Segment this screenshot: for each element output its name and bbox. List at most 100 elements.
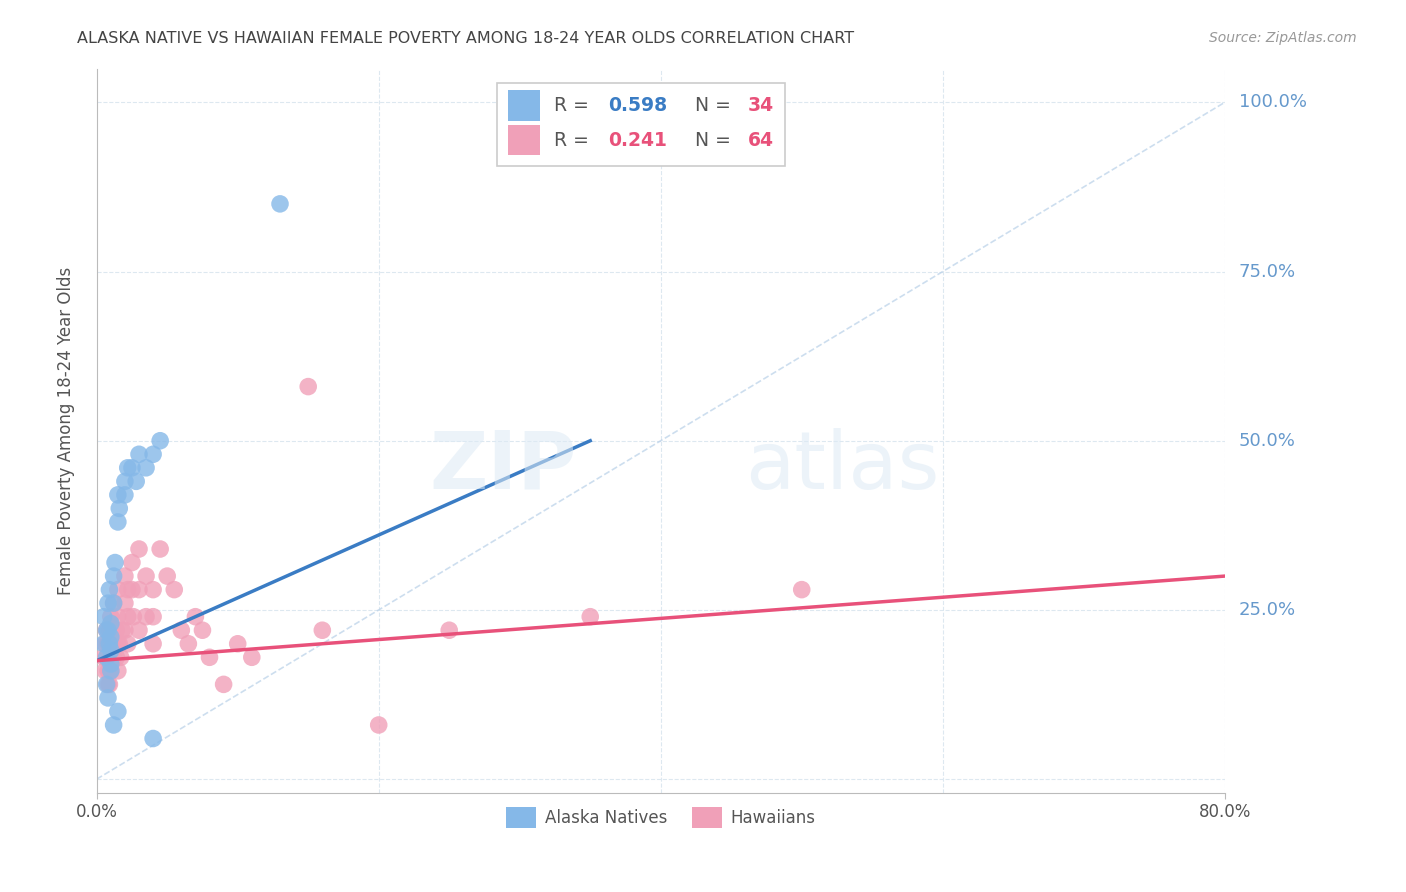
Point [121,582,143,597]
Point [98,664,121,678]
Point [121,460,143,475]
Point [170,624,193,638]
Point [149,541,172,556]
Point [117,637,139,651]
Point [163,582,186,597]
Point [104,556,127,570]
Point [100,657,122,671]
Point [114,624,136,638]
Point [142,582,165,597]
Point [111,624,134,638]
Point [93,650,115,665]
Point [100,643,122,657]
Text: 0.598: 0.598 [607,96,666,115]
Text: atlas: atlas [745,428,939,506]
Point [142,447,165,461]
Point [107,637,129,651]
Point [311,624,333,638]
Point [439,624,461,638]
Point [108,501,131,516]
Point [104,637,127,651]
Point [96,624,118,638]
Point [103,718,125,732]
Point [212,677,235,691]
Y-axis label: Female Poverty Among 18-24 Year Olds: Female Poverty Among 18-24 Year Olds [58,267,75,595]
Text: 75.0%: 75.0% [1239,262,1296,281]
Point [177,637,200,651]
Point [117,460,139,475]
Point [100,664,122,678]
Point [107,515,129,529]
Point [142,731,165,746]
Point [297,379,319,393]
Point [117,582,139,597]
Point [103,624,125,638]
Point [103,596,125,610]
Point [93,637,115,651]
Text: N =: N = [683,96,737,115]
Text: N =: N = [683,131,737,150]
Point [135,609,157,624]
Point [191,624,214,638]
Point [93,609,115,624]
Point [98,624,121,638]
Text: ZIP: ZIP [429,428,576,506]
Point [128,447,150,461]
Point [103,569,125,583]
Point [122,609,145,624]
Text: R =: R = [554,131,595,150]
Point [149,434,172,448]
Point [105,650,128,665]
Point [125,475,148,489]
Point [107,705,129,719]
Point [98,582,121,597]
Point [100,664,122,678]
Point [114,596,136,610]
Point [128,541,150,556]
Point [107,582,129,597]
Point [100,630,122,644]
Point [240,650,263,665]
Point [114,569,136,583]
Point [367,718,389,732]
FancyBboxPatch shape [498,83,785,166]
Text: 34: 34 [748,96,773,115]
Point [114,488,136,502]
Point [269,197,291,211]
Point [103,596,125,610]
Point [98,650,121,665]
Point [98,677,121,691]
Text: Source: ZipAtlas.com: Source: ZipAtlas.com [1209,31,1357,45]
Point [97,677,120,691]
Point [107,664,129,678]
Point [100,609,122,624]
Point [100,650,122,665]
Point [198,650,221,665]
Point [97,637,120,651]
Text: 0.241: 0.241 [607,131,666,150]
Point [97,690,120,705]
Point [94,664,117,678]
Point [107,488,129,502]
Point [96,677,118,691]
Point [156,569,179,583]
Point [142,609,165,624]
Text: 100.0%: 100.0% [1239,94,1306,112]
Point [135,460,157,475]
Point [97,596,120,610]
Point [107,609,129,624]
Legend: Alaska Natives, Hawaiians: Alaska Natives, Hawaiians [499,800,823,835]
Text: 64: 64 [748,131,773,150]
Point [135,569,157,583]
Point [128,582,150,597]
Point [108,637,131,651]
Point [790,582,813,597]
Point [110,650,132,665]
Point [98,637,121,651]
FancyBboxPatch shape [509,90,540,120]
Point [117,609,139,624]
Point [100,616,122,631]
Point [226,637,249,651]
Point [96,624,118,638]
Point [114,475,136,489]
